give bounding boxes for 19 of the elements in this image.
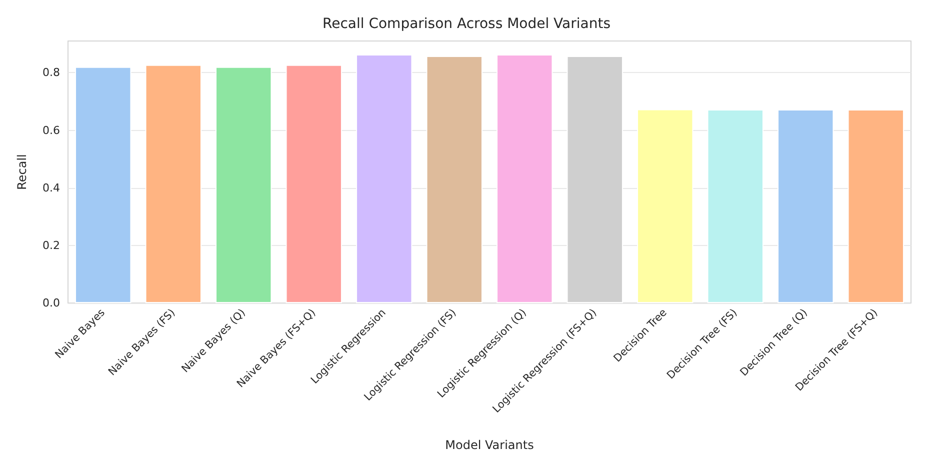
bar (637, 109, 694, 303)
y-tick-label: 0.2 (42, 238, 60, 252)
y-axis-title: Recall (15, 154, 29, 190)
bar (496, 54, 553, 303)
bar (707, 110, 764, 303)
bar (286, 64, 342, 303)
bar (145, 64, 202, 303)
bar (848, 110, 904, 303)
y-tick-label: 0.6 (42, 124, 60, 137)
bar (356, 54, 412, 303)
bar (778, 110, 834, 303)
bar (216, 66, 272, 303)
chart-title: Recall Comparison Across Model Variants (322, 16, 611, 32)
y-tick-label: 0.4 (42, 181, 60, 194)
y-tick-label: 0.8 (42, 66, 60, 80)
x-axis-title: Model Variants (445, 438, 534, 452)
y-tick-label: 0.0 (42, 296, 60, 310)
bar (75, 66, 132, 303)
bar (426, 56, 482, 303)
